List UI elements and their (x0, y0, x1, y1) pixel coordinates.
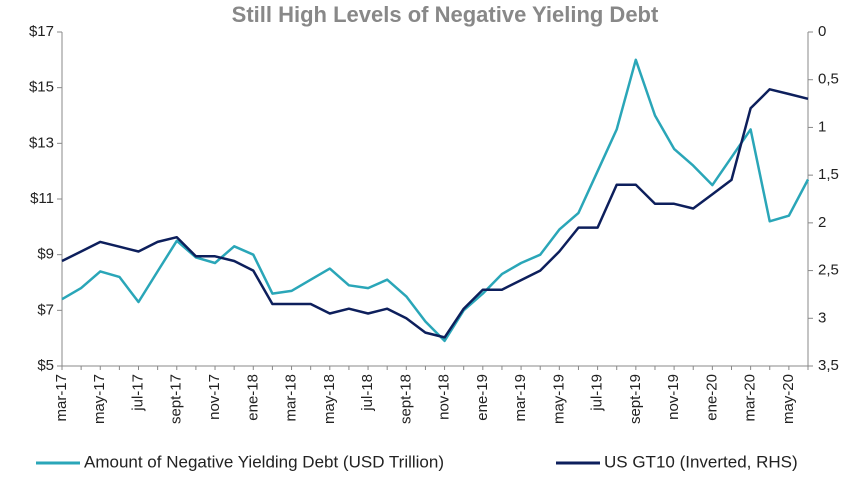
y2-tick-label: 3,5 (818, 357, 839, 374)
y-tick-label: $9 (37, 246, 54, 263)
y-tick-label: $13 (29, 134, 54, 151)
y2-tick-label: 2 (818, 214, 826, 231)
x-tick-label: mar-17 (53, 374, 70, 422)
y2-tick-label: 3 (818, 309, 826, 326)
x-tick-label: may-18 (321, 374, 338, 424)
series-line (61, 88, 809, 339)
series-line (61, 58, 810, 343)
legend-label: Amount of Negative Yielding Debt (USD Tr… (84, 452, 444, 471)
x-tick-label: ene-20 (703, 374, 720, 421)
y2-tick-label: 0,5 (818, 71, 839, 88)
x-tick-label: nov-19 (665, 374, 682, 420)
x-tick-label: jul-19 (589, 374, 606, 412)
x-tick-label: jul-18 (359, 374, 376, 412)
x-tick-label: mar-20 (742, 374, 759, 422)
x-tick-label: may-17 (91, 374, 108, 424)
x-tick-label: nov-18 (436, 374, 453, 420)
y2-tick-label: 1 (818, 118, 826, 135)
chart-title: Still High Levels of Negative Yieling De… (232, 2, 659, 27)
y-tick-label: $17 (29, 23, 54, 40)
x-tick-label: mar-19 (512, 374, 529, 422)
y-tick-label: $7 (37, 301, 54, 318)
y2-tick-label: 2,5 (818, 262, 839, 279)
x-tick-label: sept-18 (397, 374, 414, 424)
x-tick-label: may-19 (550, 374, 567, 424)
y2-tick-label: 1,5 (818, 166, 839, 183)
x-tick-label: sept-17 (168, 374, 185, 424)
x-tick-label: mar-18 (283, 374, 300, 422)
y2-tick-label: 0 (818, 23, 826, 40)
x-tick-label: may-20 (780, 374, 797, 424)
legend-label: US GT10 (Inverted, RHS) (604, 452, 798, 471)
y-tick-label: $15 (29, 79, 54, 96)
x-tick-label: nov-17 (206, 374, 223, 420)
x-tick-label: sept-19 (627, 374, 644, 424)
x-tick-label: jul-17 (129, 374, 146, 412)
y-tick-label: $5 (37, 357, 54, 374)
x-tick-label: ene-18 (244, 374, 261, 421)
x-tick-label: ene-19 (474, 374, 491, 421)
y-tick-label: $11 (30, 190, 54, 207)
